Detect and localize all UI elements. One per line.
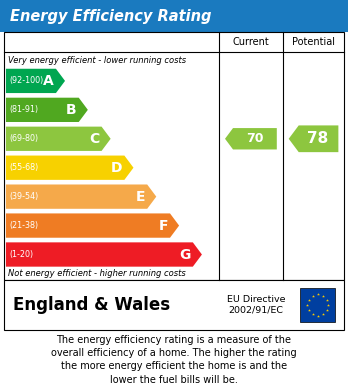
Polygon shape (6, 98, 88, 122)
Text: (69-80): (69-80) (9, 134, 39, 143)
Text: C: C (89, 132, 100, 146)
Text: A: A (43, 74, 54, 88)
Polygon shape (6, 156, 134, 180)
Text: E: E (136, 190, 145, 204)
Text: (1-20): (1-20) (9, 250, 33, 259)
Polygon shape (6, 185, 156, 209)
Text: Energy Efficiency Rating: Energy Efficiency Rating (10, 9, 212, 23)
Text: EU Directive
2002/91/EC: EU Directive 2002/91/EC (227, 295, 285, 315)
Text: Current: Current (232, 37, 269, 47)
Text: (21-38): (21-38) (9, 221, 39, 230)
Text: England & Wales: England & Wales (13, 296, 170, 314)
Text: (92-100): (92-100) (9, 76, 44, 85)
Text: (39-54): (39-54) (9, 192, 39, 201)
Text: 78: 78 (307, 131, 328, 146)
Text: (81-91): (81-91) (9, 105, 39, 114)
Text: Potential: Potential (292, 37, 335, 47)
Bar (4, 280, 344, 330)
Polygon shape (6, 69, 65, 93)
Text: F: F (158, 219, 168, 233)
Bar (0, 0, 348, 32)
Text: (55-68): (55-68) (9, 163, 39, 172)
Bar (4, 32, 344, 280)
Polygon shape (225, 128, 277, 149)
Bar (300, 289, 335, 321)
Polygon shape (6, 242, 202, 267)
Text: G: G (179, 248, 191, 262)
Polygon shape (6, 127, 111, 151)
Text: The energy efficiency rating is a measure of the
overall efficiency of a home. T: The energy efficiency rating is a measur… (51, 335, 297, 385)
Text: D: D (111, 161, 122, 175)
Text: Not energy efficient - higher running costs: Not energy efficient - higher running co… (8, 269, 185, 278)
Text: Very energy efficient - lower running costs: Very energy efficient - lower running co… (8, 56, 186, 66)
Text: B: B (66, 103, 77, 117)
Text: 70: 70 (246, 132, 264, 145)
Polygon shape (289, 126, 338, 152)
Polygon shape (6, 213, 179, 238)
